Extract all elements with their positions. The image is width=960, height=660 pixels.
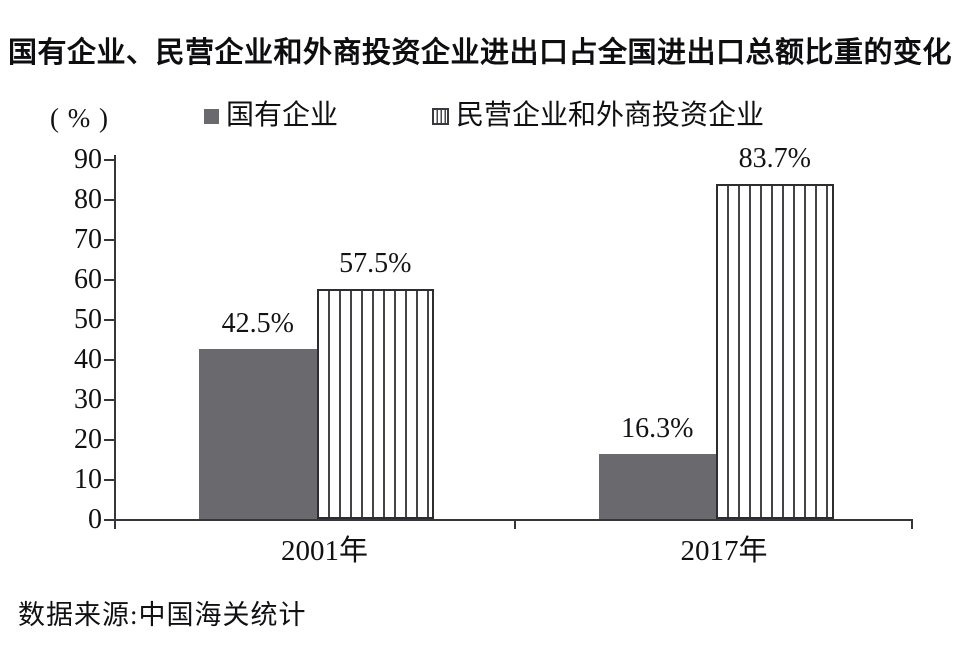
y-tick xyxy=(104,199,114,201)
y-tick-label: 40 xyxy=(74,344,102,375)
y-tick xyxy=(104,439,114,441)
source-note: 数据来源:中国海关统计 xyxy=(18,600,307,630)
y-axis-unit-label: ( % ) xyxy=(50,103,109,133)
y-tick xyxy=(104,159,114,161)
bar-value-label: 42.5% xyxy=(221,308,294,339)
y-tick xyxy=(104,319,114,321)
y-tick-label: 70 xyxy=(74,224,102,255)
y-tick xyxy=(104,239,114,241)
y-tick-label: 50 xyxy=(74,304,102,335)
bar-state-owned xyxy=(598,453,716,519)
legend-item-private-foreign: 民营企业和外商投资企业 xyxy=(432,100,764,132)
x-axis-tick xyxy=(513,521,516,529)
y-tick-label: 30 xyxy=(74,384,102,415)
x-axis-line xyxy=(114,519,913,521)
y-tick-label: 90 xyxy=(74,144,102,175)
bar-private-foreign xyxy=(316,289,434,519)
legend-label-private-foreign: 民营企业和外商投资企业 xyxy=(456,100,765,131)
bar-private-foreign xyxy=(716,184,834,519)
y-tick-label: 10 xyxy=(74,464,102,495)
x-axis-tick xyxy=(911,521,913,529)
chart-title: 国有企业、民营企业和外商投资企业进出口占全国进出口总额比重的变化 xyxy=(7,37,952,69)
legend-item-state-owned: 国有企业 xyxy=(204,100,338,132)
y-tick-label: 0 xyxy=(88,504,102,535)
y-tick xyxy=(104,519,114,521)
legend-label-state-owned: 国有企业 xyxy=(226,100,339,131)
y-tick xyxy=(104,479,114,481)
y-tick-label: 60 xyxy=(74,264,102,295)
y-tick xyxy=(104,279,114,281)
y-tick-label: 20 xyxy=(74,424,102,455)
y-tick xyxy=(104,399,114,401)
x-category-label: 2017年 xyxy=(680,535,768,567)
vertical-stripes-swatch-icon xyxy=(432,107,449,125)
bar-value-label: 16.3% xyxy=(621,412,694,444)
x-category-label: 2001年 xyxy=(280,535,368,567)
bar-state-owned xyxy=(199,349,317,519)
y-tick xyxy=(104,359,114,361)
bar-value-label: 83.7% xyxy=(738,143,811,175)
bar-value-label: 57.5% xyxy=(339,248,412,279)
y-axis-line xyxy=(114,155,116,529)
solid-gray-swatch-icon xyxy=(204,108,219,124)
y-tick-label: 80 xyxy=(74,184,102,215)
